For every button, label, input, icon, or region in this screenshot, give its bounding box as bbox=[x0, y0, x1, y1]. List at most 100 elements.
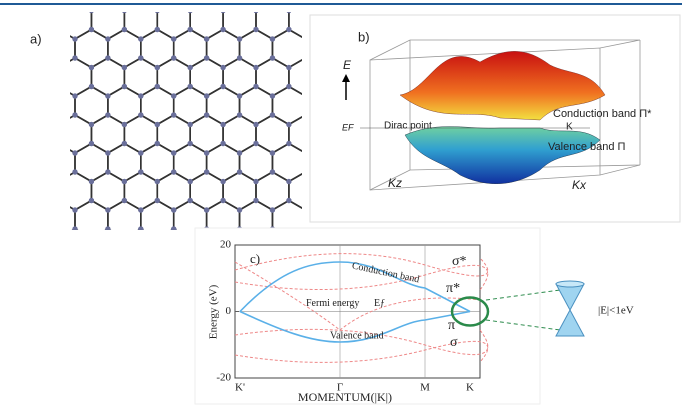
atom bbox=[138, 169, 143, 174]
atom bbox=[89, 198, 94, 203]
hexagon bbox=[157, 1, 190, 39]
atom bbox=[188, 27, 193, 32]
atom bbox=[39, 93, 44, 98]
hexagon bbox=[272, 30, 305, 68]
atom bbox=[171, 264, 176, 269]
atom bbox=[204, 150, 209, 155]
atom bbox=[122, 293, 127, 298]
atom bbox=[138, 55, 143, 60]
atom bbox=[286, 122, 291, 127]
atom bbox=[56, 179, 61, 184]
atom bbox=[286, 27, 291, 32]
hexagon bbox=[174, 0, 207, 11]
atom bbox=[188, 236, 193, 241]
panel-label: b) bbox=[358, 29, 370, 44]
annotation: Kx bbox=[572, 178, 587, 192]
atom bbox=[105, 283, 110, 288]
atom bbox=[39, 112, 44, 117]
hexagon bbox=[223, 58, 256, 96]
atom bbox=[171, 150, 176, 155]
atom bbox=[105, 207, 110, 212]
hexagon bbox=[42, 144, 75, 182]
atom bbox=[253, 122, 258, 127]
hexagon bbox=[108, 201, 141, 239]
atom bbox=[237, 55, 242, 60]
atom bbox=[56, 8, 61, 13]
hexagon bbox=[141, 258, 174, 296]
y-tick-label: 0 bbox=[226, 305, 232, 317]
atom bbox=[56, 236, 61, 241]
atom bbox=[303, 112, 308, 117]
atom bbox=[72, 264, 77, 269]
atom bbox=[56, 27, 61, 32]
atom bbox=[56, 8, 61, 13]
atom bbox=[72, 283, 77, 288]
hexagon bbox=[59, 1, 92, 39]
atom bbox=[122, 179, 127, 184]
atom bbox=[220, 27, 225, 32]
atom bbox=[138, 283, 143, 288]
atom bbox=[105, 283, 110, 288]
atom bbox=[89, 236, 94, 241]
hexagon bbox=[59, 58, 92, 96]
atom bbox=[237, 36, 242, 41]
atom bbox=[253, 198, 258, 203]
atom bbox=[253, 84, 258, 89]
hexagon bbox=[174, 30, 207, 68]
atom bbox=[138, 264, 143, 269]
hexagon bbox=[59, 172, 92, 210]
fermi-label: EF bbox=[342, 122, 354, 132]
atom bbox=[303, 207, 308, 212]
atom bbox=[270, 112, 275, 117]
hexagon bbox=[272, 87, 305, 125]
atom bbox=[188, 236, 193, 241]
hexagon bbox=[141, 0, 174, 11]
atom bbox=[23, 255, 28, 260]
atom bbox=[122, 8, 127, 13]
atom bbox=[56, 84, 61, 89]
hexagon bbox=[26, 115, 59, 153]
y-tick-label: -20 bbox=[216, 372, 231, 384]
atom bbox=[155, 236, 160, 241]
figure: a) b) E EF Dirac point K Conduction band… bbox=[0, 0, 682, 405]
atom bbox=[286, 84, 291, 89]
atom bbox=[188, 65, 193, 70]
atom bbox=[56, 293, 61, 298]
atom bbox=[286, 141, 291, 146]
atom bbox=[270, 169, 275, 174]
atom bbox=[39, 93, 44, 98]
atom bbox=[303, 207, 308, 212]
hexagon bbox=[75, 201, 108, 239]
hexagon bbox=[124, 115, 157, 153]
atom bbox=[188, 179, 193, 184]
dirac-cone bbox=[556, 284, 584, 336]
atom bbox=[89, 236, 94, 241]
annotation: c) bbox=[250, 251, 260, 266]
hexagon bbox=[26, 172, 59, 210]
atom bbox=[220, 65, 225, 70]
hexagon bbox=[124, 1, 157, 39]
atom bbox=[56, 179, 61, 184]
hexagon bbox=[42, 30, 75, 68]
hexagon bbox=[59, 229, 92, 267]
atom bbox=[155, 84, 160, 89]
atom bbox=[89, 255, 94, 260]
atom bbox=[155, 255, 160, 260]
atom bbox=[253, 179, 258, 184]
atom bbox=[122, 255, 127, 260]
atom bbox=[204, 169, 209, 174]
atom bbox=[138, 93, 143, 98]
atom bbox=[171, 207, 176, 212]
atom bbox=[303, 36, 308, 41]
atom bbox=[303, 36, 308, 41]
hexagon bbox=[141, 87, 174, 125]
atom bbox=[39, 207, 44, 212]
atom bbox=[171, 36, 176, 41]
atom bbox=[122, 255, 127, 260]
atom bbox=[171, 169, 176, 174]
hexagon bbox=[26, 58, 59, 96]
hexagon bbox=[141, 144, 174, 182]
atom bbox=[138, 264, 143, 269]
hexagon bbox=[256, 58, 289, 96]
atom bbox=[72, 93, 77, 98]
